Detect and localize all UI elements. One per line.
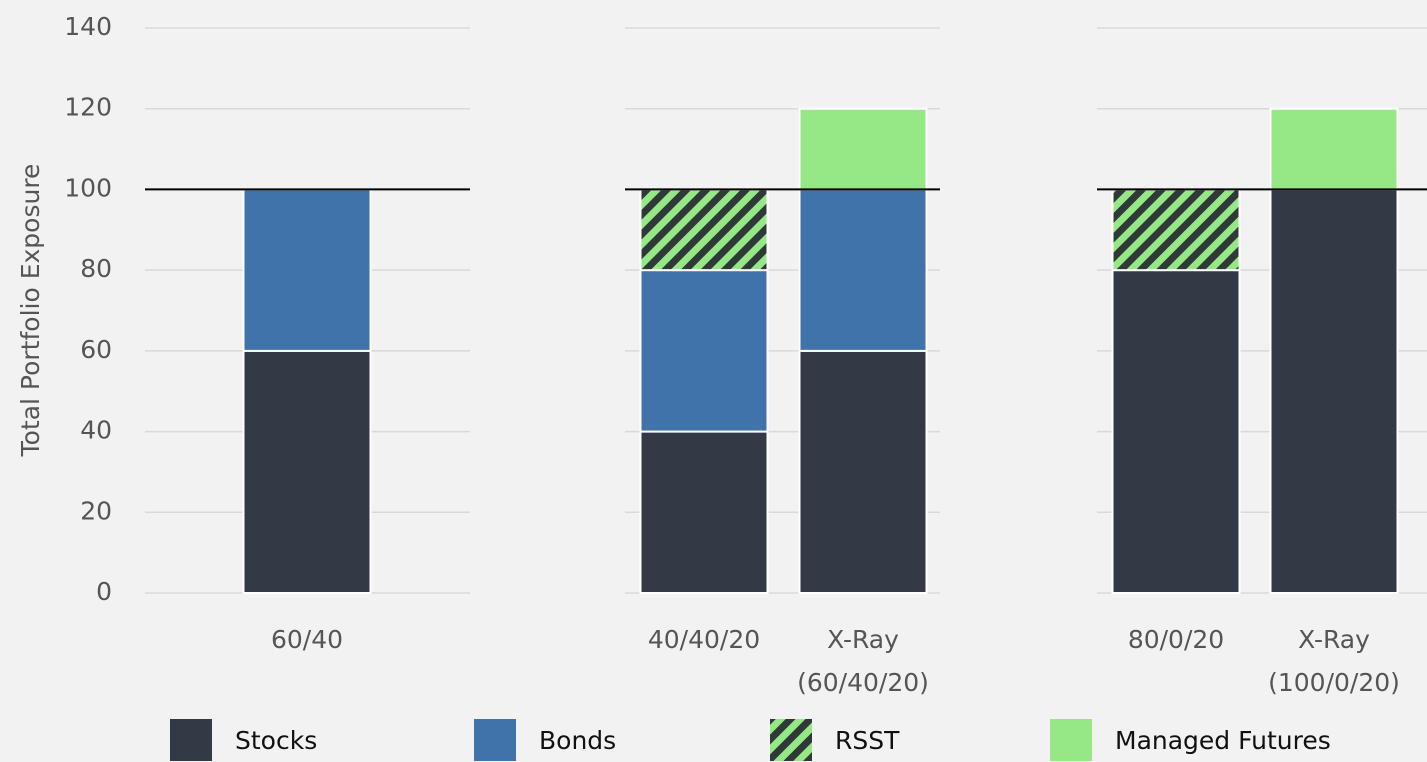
legend-swatch — [170, 719, 212, 761]
bar-segment — [1269, 107, 1399, 191]
y-tick-label: 40 — [80, 416, 112, 445]
x-tick-label: 80/0/20 — [1127, 625, 1225, 654]
bar-segment — [1269, 188, 1399, 595]
legend-swatch — [1050, 719, 1092, 761]
legend-swatch — [474, 719, 516, 761]
x-tick-label: X-Ray (60/40/20) — [797, 625, 929, 697]
y-tick-label: 80 — [80, 254, 112, 283]
bar-segment — [1111, 269, 1241, 594]
bar-segment — [798, 349, 928, 594]
legend-label: Bonds — [539, 726, 616, 755]
legend-label: Stocks — [235, 726, 317, 755]
y-tick-label: 0 — [96, 577, 112, 606]
x-tick-label: 40/40/20 — [647, 625, 761, 654]
x-tick-label: X-Ray (100/0/20) — [1268, 625, 1400, 697]
legend-label: RSST — [835, 726, 900, 755]
bar-segment — [639, 430, 769, 595]
legend-label: Managed Futures — [1115, 726, 1331, 755]
bar-segment — [1111, 188, 1241, 272]
bar-segment — [639, 188, 769, 272]
y-tick-label: 100 — [64, 173, 112, 202]
legend-swatch — [770, 719, 812, 761]
y-axis-label: Total Portfolio Exposure — [16, 164, 45, 458]
bar-segment — [798, 188, 928, 352]
y-tick-label: 120 — [64, 93, 112, 122]
y-tick-label: 20 — [80, 496, 112, 525]
bar-segment — [798, 107, 928, 191]
y-tick-label: 60 — [80, 335, 112, 364]
bar-segment — [242, 188, 372, 352]
bar-segment — [242, 349, 372, 594]
y-tick-label: 140 — [64, 12, 112, 41]
x-tick-label: 60/40 — [270, 625, 344, 654]
bar-segment — [639, 269, 769, 433]
